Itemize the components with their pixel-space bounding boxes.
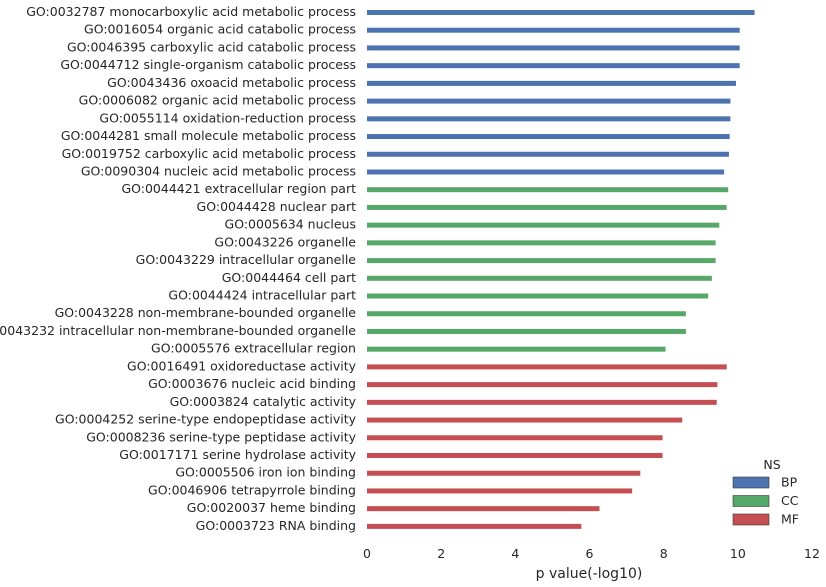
bar (367, 417, 683, 423)
category-label: GO:0043228 non-membrane-bounded organell… (55, 305, 357, 320)
bar (367, 382, 718, 388)
bar (367, 470, 641, 476)
category-label: GO:0044424 intracellular part (168, 288, 356, 303)
bar (367, 346, 666, 352)
bar (367, 10, 755, 15)
bar (367, 275, 712, 281)
legend: NS BP CC MF (732, 457, 799, 527)
bar (367, 523, 582, 529)
category-label: GO:0020037 heme binding (187, 500, 356, 515)
bar (367, 311, 686, 317)
legend-title: NS (763, 457, 780, 472)
category-label: GO:0046395 carboxylic acid catabolic pro… (67, 39, 356, 54)
category-label: GO:0016491 oxidoreductase activity (127, 358, 357, 373)
bar (367, 328, 686, 334)
category-label: GO:0043226 organelle (214, 234, 356, 249)
category-label: GO:0006082 organic acid metabolic proces… (79, 93, 356, 108)
bar (367, 116, 731, 122)
bar (367, 488, 633, 494)
bar (367, 45, 740, 51)
legend-swatch (732, 513, 770, 526)
category-labels: GO:0032787 monocarboxylic acid metabolic… (0, 4, 357, 533)
legend-label: MF (781, 512, 799, 527)
category-label: GO:0004252 serine-type endopeptidase act… (55, 412, 357, 427)
category-label: GO:0044428 nuclear part (197, 199, 357, 214)
bar (367, 204, 727, 210)
x-tick-label: 10 (730, 546, 746, 561)
bar (367, 80, 736, 86)
x-tick-label: 2 (437, 546, 445, 561)
bar (367, 98, 731, 104)
category-label: GO:0044421 extracellular region part (121, 181, 356, 196)
bar (367, 169, 725, 175)
bar (367, 435, 663, 441)
category-label: GO:0090304 nucleic acid metabolic proces… (81, 163, 356, 178)
x-tick-label: 6 (586, 546, 594, 561)
category-label: GO:0046906 tetrapyrrole binding (148, 482, 356, 497)
x-tick-label: 0 (363, 546, 371, 561)
category-label: GO:0005506 iron ion binding (175, 465, 356, 480)
category-label: GO:0003824 catalytic activity (170, 394, 357, 409)
category-label: GO:0043436 oxoacid metabolic process (107, 75, 356, 90)
category-label: GO:0044281 small molecule metabolic proc… (61, 128, 356, 143)
bar (367, 453, 663, 458)
category-label: GO:0005576 extracellular region (151, 341, 356, 356)
bar (367, 63, 740, 69)
bar (367, 27, 740, 33)
category-label: GO:0055114 oxidation-reduction process (99, 110, 356, 125)
bar (367, 364, 727, 370)
x-axis: 0 2 4 6 8 10 12 (363, 546, 820, 561)
bar (367, 240, 716, 246)
category-label: GO:0032787 monocarboxylic acid metabolic… (26, 4, 356, 19)
legend-swatch (732, 476, 770, 489)
bars-layer (367, 10, 755, 529)
legend-label: BP (781, 475, 798, 490)
x-tick-label: 12 (804, 546, 820, 561)
bar (367, 134, 730, 140)
legend-label: CC (781, 493, 799, 508)
category-label: GO:0043232 intracellular non-membrane-bo… (0, 323, 356, 338)
bar (367, 187, 729, 193)
legend-swatch (732, 495, 770, 507)
category-label: GO:0044712 single-organism catabolic pro… (60, 57, 356, 72)
bar (367, 222, 720, 228)
category-label: GO:0044464 cell part (222, 270, 356, 285)
category-label: GO:0043229 intracellular organelle (136, 252, 357, 267)
bar (367, 399, 717, 405)
x-tick-label: 4 (511, 546, 519, 561)
category-label: GO:0008236 serine-type peptidase activit… (86, 429, 356, 444)
category-label: GO:0017171 serine hydrolase activity (119, 447, 356, 462)
x-tick-label: 8 (660, 546, 668, 561)
x-axis-label: p value(-log10) (536, 566, 643, 582)
bar (367, 258, 716, 264)
bar (367, 293, 709, 299)
category-label: GO:0003723 RNA binding (196, 518, 356, 533)
category-label: GO:0003676 nucleic acid binding (148, 376, 356, 391)
category-label: GO:0019752 carboxylic acid metabolic pro… (62, 146, 356, 161)
bar (367, 506, 600, 512)
category-label: GO:0016054 organic acid catabolic proces… (84, 22, 356, 37)
bar (367, 151, 729, 157)
category-label: GO:0005634 nucleus (225, 217, 356, 232)
